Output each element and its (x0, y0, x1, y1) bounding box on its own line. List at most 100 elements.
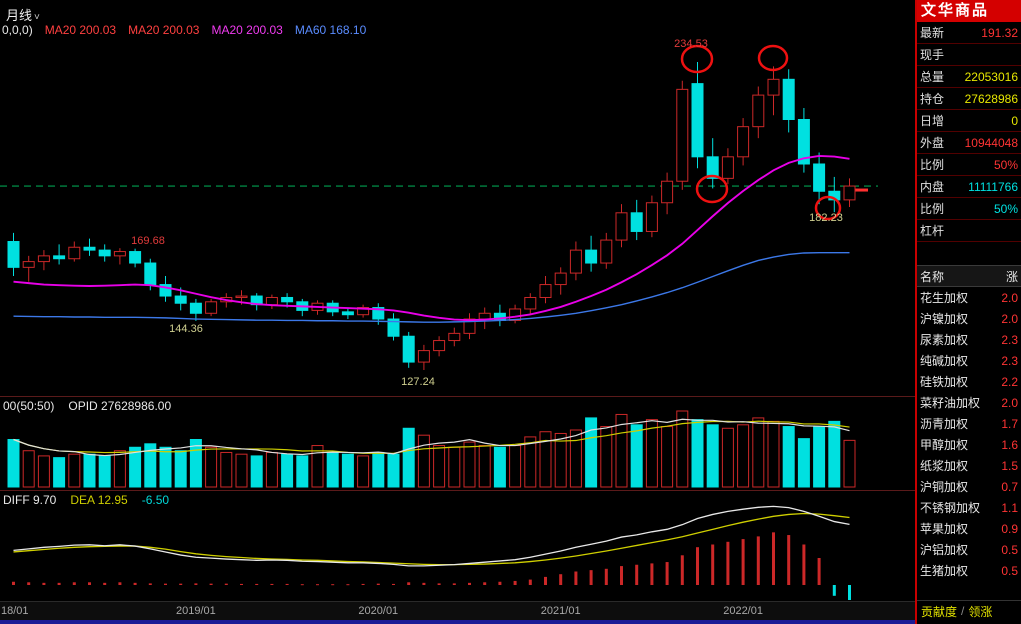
volume-bar (478, 445, 491, 488)
contract-change: 1.6 (1001, 437, 1018, 452)
candle (174, 295, 187, 304)
volume-bar (83, 453, 96, 488)
candle (113, 251, 126, 257)
contract-change: 1.1 (1001, 500, 1018, 515)
macd-bar (72, 582, 76, 585)
quote-row: 内盘 11111766 (917, 176, 1021, 198)
volume-bar (53, 457, 66, 488)
macd-bar (589, 570, 593, 585)
candle (645, 202, 658, 232)
macd-bar (741, 539, 745, 585)
tab-leaders[interactable]: 领涨 (968, 604, 993, 619)
volume-bar (341, 453, 354, 488)
volume-bar (569, 429, 582, 488)
volume-bar (554, 432, 567, 488)
dea-label: DEA 12.95 (70, 493, 128, 507)
contract-name: 沪铜加权 (920, 480, 969, 494)
volume-bar (661, 426, 674, 488)
volume-bar (691, 419, 704, 488)
contract-change: 0.5 (1001, 542, 1018, 557)
macd-bar (559, 574, 563, 585)
macd-bar (620, 566, 623, 585)
volume-bar (752, 417, 765, 488)
macd-bar (148, 583, 152, 585)
volume-bar (296, 455, 309, 488)
contract-row[interactable]: 纯碱加权 2.3 (917, 350, 1021, 371)
contract-list: 花生加权 2.0 沪镍加权 2.0 尿素加权 2.3 纯碱加权 2.3 硅铁加权 2.2 菜籽油加权… (917, 287, 1021, 581)
contract-name: 沪镍加权 (920, 312, 969, 326)
contract-row[interactable]: 沥青加权 1.7 (917, 413, 1021, 434)
candle (721, 156, 734, 179)
macd-bar (118, 582, 122, 585)
candle (417, 350, 430, 363)
volume-bar (843, 439, 856, 488)
quote-value: 11111766 (968, 179, 1018, 194)
candlestick-chart-svg[interactable] (0, 0, 915, 624)
volume-bar (524, 436, 537, 488)
macd-bar (209, 583, 213, 585)
contract-row[interactable]: 沪镍加权 2.0 (917, 308, 1021, 329)
candle (706, 156, 719, 179)
candle (22, 261, 35, 268)
macd-bar (224, 583, 228, 585)
macd-bar (665, 562, 669, 585)
contract-row[interactable]: 不锈钢加权 1.1 (917, 497, 1021, 518)
quote-sidebar: 文华商品 最新 191.32 现手 总量 22053016 持仓 27628986 日增 0 外盘… (915, 0, 1021, 624)
macd-bar (848, 585, 851, 600)
period-selector[interactable]: 月线 ˅ (6, 5, 40, 24)
macd-bar (604, 568, 608, 585)
contract-row[interactable]: 纸浆加权 1.5 (917, 455, 1021, 476)
candle (737, 126, 750, 158)
contract-row[interactable]: 尿素加权 2.3 (917, 329, 1021, 350)
volume-bar (7, 439, 20, 488)
contract-name: 硅铁加权 (920, 375, 969, 389)
macd-bar (346, 584, 350, 586)
quote-row: 外盘 10944048 (917, 132, 1021, 154)
tab-contribution[interactable]: 贡献度 (921, 604, 958, 619)
chevron-down-icon: ˅ (34, 12, 40, 23)
macd-bar (696, 547, 699, 585)
macd-bar (12, 581, 15, 585)
candle (98, 249, 111, 257)
quote-row: 比例 50% (917, 198, 1021, 220)
macd-bar (285, 583, 289, 585)
contract-change: 0.7 (1001, 479, 1018, 494)
macd-bar (376, 583, 380, 585)
candle (463, 318, 476, 334)
contract-row[interactable]: 硅铁加权 2.2 (917, 371, 1021, 392)
dea-line (13, 512, 850, 566)
axis-tick: 2020/01 (358, 605, 399, 617)
ma-label: MA60 168.10 (294, 23, 367, 37)
macd-bar (133, 582, 137, 585)
contract-row[interactable]: 花生加权 2.0 (917, 287, 1021, 308)
macd-bar (88, 582, 91, 585)
quote-value: 10944048 (964, 135, 1018, 150)
contract-name: 甲醇加权 (920, 438, 969, 452)
contract-row[interactable]: 苹果加权 0.9 (917, 518, 1021, 539)
macd-bar (483, 582, 487, 585)
macd-bar (179, 583, 183, 585)
contract-row[interactable]: 沪铝加权 0.5 (917, 539, 1021, 560)
volume-indicator-label: 00(50:50) (3, 399, 55, 413)
candle (630, 212, 643, 232)
macd-bar (802, 544, 806, 585)
contract-row[interactable]: 甲醇加权 1.6 (917, 434, 1021, 455)
candle (159, 284, 172, 297)
volume-bar (433, 445, 446, 488)
contract-name: 尿素加权 (920, 333, 969, 347)
quote-label: 比例 (920, 202, 945, 216)
macd-bar (726, 541, 730, 585)
volume-bar (98, 455, 111, 488)
contract-row[interactable]: 沪铜加权 0.7 (917, 476, 1021, 497)
contract-name: 沪铝加权 (920, 543, 969, 557)
contract-row[interactable]: 菜籽油加权 2.0 (917, 392, 1021, 413)
annotation-circle (757, 44, 789, 72)
quote-value: 22053016 (964, 69, 1018, 84)
chart-area[interactable]: 月线 ˅ 0,0,0) MA20 200.03 MA20 200.03 MA20 20… (0, 0, 915, 624)
contract-row[interactable]: 生猪加权 0.5 (917, 560, 1021, 581)
candle (843, 185, 856, 201)
sidebar-tabs: 贡献度 / 领涨 (917, 600, 1021, 621)
quote-value: 191.32 (981, 25, 1018, 40)
volume-bar (159, 446, 172, 488)
sidebar-gap (917, 242, 1021, 265)
